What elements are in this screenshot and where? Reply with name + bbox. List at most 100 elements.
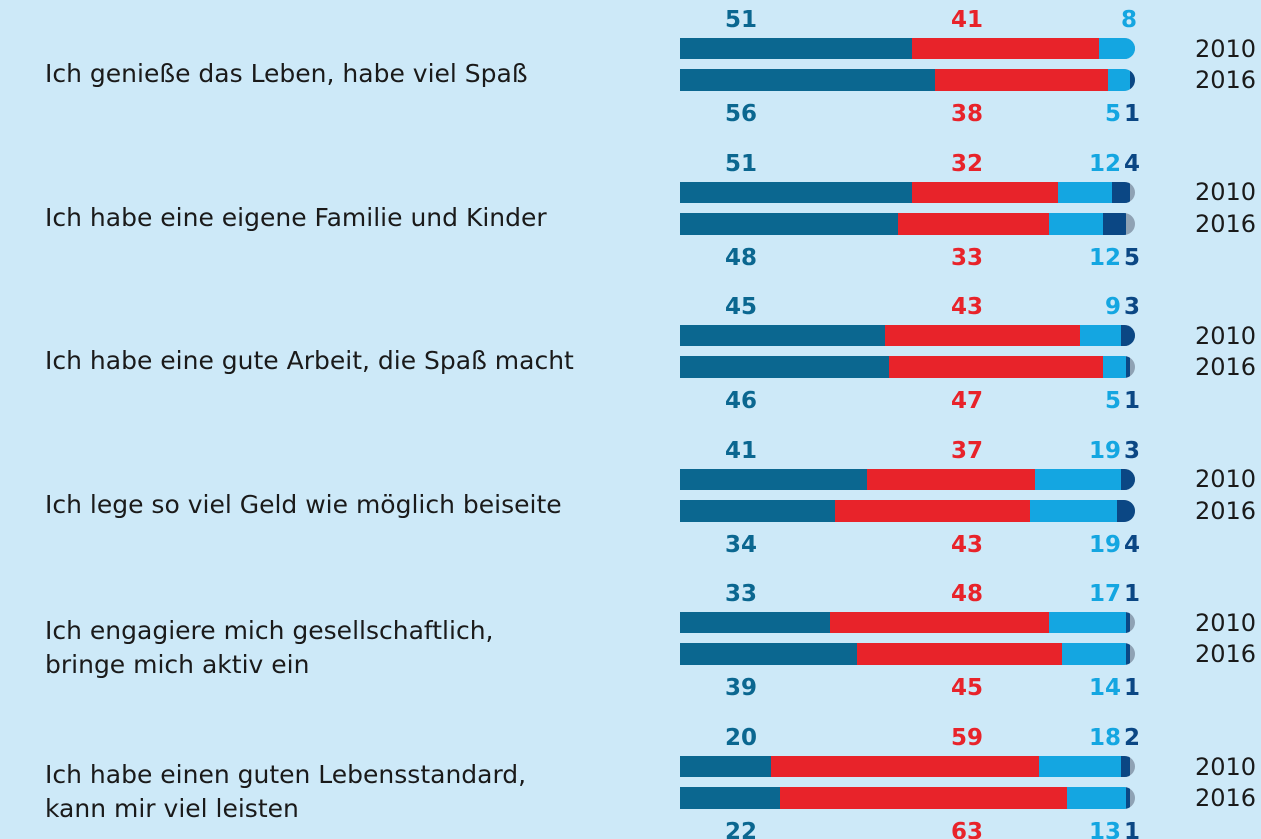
bar-segment [680, 356, 890, 379]
year-label: 2010 [1195, 465, 1257, 494]
bar-segment [1107, 69, 1131, 91]
year-label: 2016 [1195, 353, 1257, 382]
value-label: 51 [724, 150, 758, 177]
value-label: 43 [950, 531, 984, 558]
bar-track [680, 612, 1135, 634]
bar-track [680, 325, 1135, 347]
value-label: 41 [724, 437, 758, 464]
value-label: 1 [1123, 101, 1141, 127]
bar-segment [857, 643, 1063, 666]
value-label: 19 [1088, 437, 1121, 464]
year-label: 2010 [1195, 608, 1257, 637]
value-label: 12 [1088, 150, 1121, 177]
value-label: 33 [950, 244, 984, 271]
bar-segment [771, 756, 1040, 777]
bar-segment [1103, 212, 1126, 235]
value-label: 5 [1104, 388, 1121, 415]
bar-segment [1034, 468, 1122, 490]
value-label: 63 [950, 819, 984, 839]
year-label: 2016 [1195, 66, 1257, 94]
bar-segment [680, 643, 858, 666]
bar-segment [866, 468, 1035, 490]
value-label: 45 [724, 294, 758, 321]
bar-segment [1103, 356, 1126, 379]
value-label: 9 [1104, 294, 1121, 321]
bar-segment [1112, 181, 1131, 203]
value-label: 19 [1088, 531, 1121, 558]
year-label: 2010 [1195, 178, 1257, 207]
bar-segment [912, 181, 1058, 203]
year-label: 2016 [1195, 209, 1257, 238]
value-label: 47 [950, 388, 984, 415]
value-label: 38 [950, 101, 984, 127]
bar-track [680, 643, 1135, 666]
value-label: 4 [1123, 531, 1141, 558]
year-label: 2016 [1195, 496, 1257, 525]
bar-segment [1121, 468, 1135, 490]
bar-segment [1030, 499, 1117, 522]
value-label: 2 [1123, 725, 1141, 751]
bar-track [680, 181, 1135, 203]
bar-track [680, 468, 1135, 490]
bar-track [680, 756, 1135, 777]
value-label: 46 [724, 388, 758, 415]
bar-segment [898, 212, 1049, 235]
bar-segment [680, 787, 781, 809]
bar-segment [1125, 643, 1131, 666]
bar-segment [680, 69, 935, 91]
value-label: 41 [950, 7, 984, 33]
bar-segment [680, 325, 885, 347]
value-label: 14 [1088, 675, 1121, 702]
bar-segment [889, 356, 1104, 379]
year-label: 2010 [1195, 321, 1257, 350]
value-label: 5 [1123, 244, 1141, 271]
bar-segment [830, 612, 1049, 634]
category-label: Ich lege so viel Geld wie möglich beisei… [45, 489, 562, 519]
bar-segment [934, 69, 1108, 91]
value-label: 5 [1104, 101, 1121, 127]
value-label: 59 [950, 725, 984, 751]
value-label: 13 [1088, 819, 1121, 839]
bar-segment [1130, 69, 1135, 91]
year-label: 2016 [1195, 784, 1257, 812]
bar-segment [680, 499, 835, 522]
bar-track [680, 787, 1135, 809]
category-label: Ich genieße das Leben, habe viel Spaß [45, 59, 528, 88]
value-label: 34 [724, 531, 758, 558]
value-label: 48 [950, 581, 984, 608]
category-label: Ich habe eine eigene Familie und Kinder [45, 202, 547, 232]
year-label: 2010 [1195, 34, 1257, 63]
bar-segment [780, 787, 1067, 809]
value-label: 39 [724, 675, 758, 702]
value-label: 37 [950, 437, 984, 464]
value-label: 48 [724, 244, 758, 271]
value-label: 22 [724, 819, 758, 839]
bar-segment [1039, 756, 1122, 777]
category-label: Ich engagiere mich gesellschaftlich, bri… [45, 616, 494, 680]
bar-segment [680, 212, 899, 235]
bar-segment [1116, 499, 1135, 522]
bar-segment [1125, 787, 1131, 809]
bar-segment [680, 181, 913, 203]
bar-segment [680, 756, 771, 777]
bar-segment [834, 499, 1031, 522]
bar-segment [1062, 643, 1126, 666]
bar-segment [1057, 181, 1113, 203]
value-label: 4 [1123, 150, 1141, 177]
bar-track [680, 356, 1135, 379]
value-label: 56 [724, 101, 758, 127]
value-label: 51 [724, 7, 758, 33]
value-label: 8 [1120, 7, 1137, 33]
year-label: 2010 [1195, 752, 1257, 781]
bar-segment [1098, 38, 1135, 59]
bar-segment [1048, 212, 1104, 235]
bar-track [680, 212, 1135, 235]
value-label: 43 [950, 294, 984, 321]
category-label: Ich habe einen guten Lebensstandard, kan… [45, 760, 527, 823]
value-label: 3 [1123, 294, 1141, 321]
bar-track [680, 38, 1135, 59]
bar-segment [680, 468, 867, 490]
value-label: 1 [1123, 388, 1141, 415]
bar-segment [1080, 325, 1122, 347]
value-label: 3 [1123, 437, 1141, 464]
